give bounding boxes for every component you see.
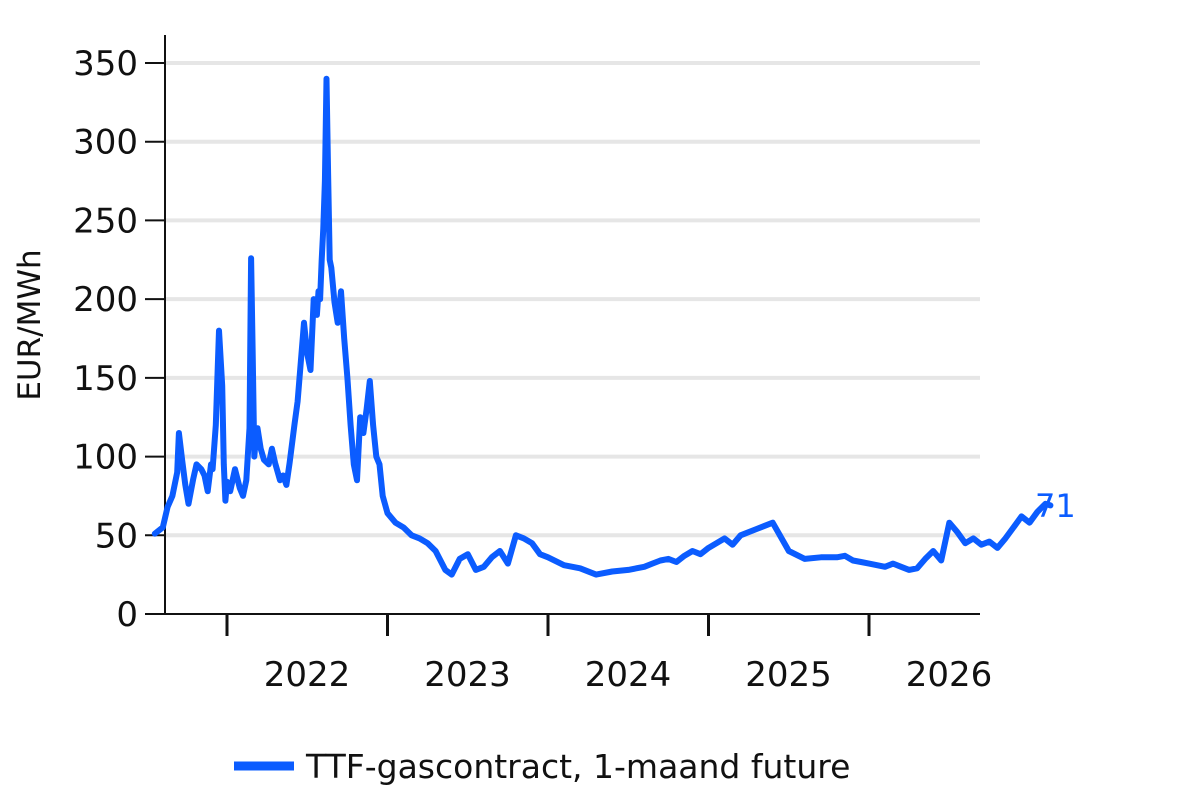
y-axis-title: EUR/MWh (12, 249, 48, 400)
y-tick-label: 100 (73, 438, 138, 478)
series-group (151, 75, 1054, 578)
x-tick-label: 2023 (424, 655, 511, 695)
y-tick-label: 0 (116, 595, 138, 635)
y-tick-label: 150 (73, 359, 138, 399)
y-tick-label: 300 (73, 123, 138, 163)
y-tick-label: 350 (73, 44, 138, 84)
y-tick-label: 50 (95, 516, 138, 556)
x-axis: 2022 2023 2024 2025 2026 (147, 613, 993, 695)
x-tick-label: 2024 (585, 655, 672, 695)
y-tick-label: 200 (73, 280, 138, 320)
series-line (151, 75, 1054, 578)
x-tick-label: 2022 (264, 655, 351, 695)
end-value-label: 71 (1035, 487, 1076, 525)
legend: TTF-gascontract, 1-maand future (234, 747, 850, 786)
legend-label: TTF-gascontract, 1-maand future (305, 747, 850, 786)
x-tick-label: 2025 (745, 655, 832, 695)
y-tick-label: 250 (73, 201, 138, 241)
x-tick-label: 2026 (906, 655, 993, 695)
y-axis: 0 50 100 150 200 250 300 350 (73, 35, 166, 635)
